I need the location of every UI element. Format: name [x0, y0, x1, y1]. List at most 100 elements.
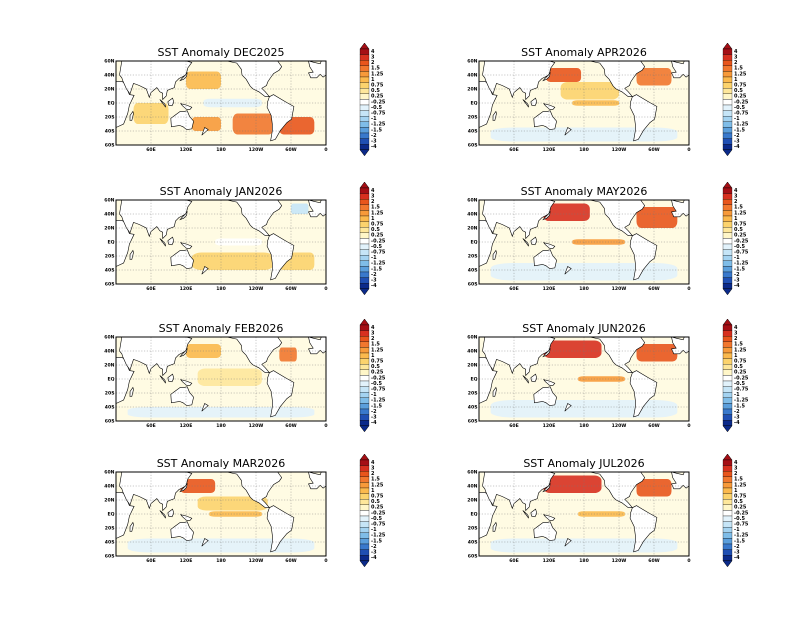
land-south-america	[266, 370, 295, 418]
land-japan	[542, 72, 551, 82]
map-frame	[115, 336, 327, 422]
panel-title: SST Anomaly JUN2026	[522, 322, 645, 335]
land-south-america	[629, 505, 658, 553]
land-new-guinea	[180, 242, 193, 249]
colorbar-label: 2	[371, 471, 375, 477]
anomaly-region-indian-ocean	[133, 103, 169, 124]
colorbar-label: -1.25	[734, 261, 749, 267]
land-europe	[308, 336, 327, 355]
panel-title: SST Anomaly FEB2026	[159, 322, 284, 335]
colorbar-label: 0.5	[734, 499, 743, 505]
x-tick-label: 120W	[612, 423, 627, 429]
colorbar-label: 0.5	[734, 88, 743, 94]
land-new-zealand	[564, 403, 572, 412]
colorbar-top-triangle	[359, 318, 370, 326]
anomaly-region-north-pacific	[543, 340, 602, 358]
land-africa	[115, 81, 135, 128]
colorbar-label: 0.25	[734, 505, 747, 511]
map-panel-apr2026: SST Anomaly APR2026 60N 40N 20N EQ 20S 40S 60S 6…	[467, 42, 749, 157]
colorbar-label: 4	[734, 49, 738, 55]
panel-title: SST Anomaly MAR2026	[157, 457, 286, 470]
colorbar-segment	[722, 549, 733, 556]
y-tick-label: 40N	[104, 484, 114, 490]
colorbar-label: -0.75	[371, 522, 386, 528]
y-tick-label: 40N	[467, 212, 477, 218]
colorbar-segment	[722, 71, 733, 78]
colorbar-label: 0.75	[371, 222, 384, 228]
colorbar-segment	[722, 476, 733, 483]
x-tick-label: 0	[324, 423, 327, 429]
x-tick-label: 60W	[648, 147, 659, 153]
colorbar-label: -1.5	[734, 403, 745, 409]
colorbar-segment	[722, 532, 733, 539]
x-tick-label: 120E	[543, 147, 556, 153]
colorbar-label: 1.5	[371, 205, 380, 211]
colorbar-segment	[359, 324, 370, 331]
y-tick-label: EQ	[470, 512, 477, 518]
x-tick-label: 60W	[285, 147, 296, 153]
colorbar-segment	[722, 555, 733, 561]
y-tick-label: 20N	[467, 498, 477, 504]
y-tick-label: 60N	[467, 470, 477, 476]
colorbar-label: 2	[734, 60, 738, 66]
colorbar-label: -1.5	[734, 266, 745, 272]
y-tick-label: 20N	[467, 226, 477, 232]
land-australia	[533, 521, 557, 541]
x-tick-label: 60W	[648, 286, 659, 292]
colorbar-segment	[722, 341, 733, 348]
colorbar-bottom-triangle	[722, 288, 733, 296]
land-madagascar	[129, 249, 134, 260]
land-new-zealand	[201, 403, 209, 412]
colorbar-segment	[359, 121, 370, 128]
colorbar-segment	[359, 375, 370, 382]
colorbar-segment	[359, 199, 370, 205]
land-borneo	[167, 373, 175, 383]
colorbar-segment	[359, 71, 370, 78]
colorbar-segment	[722, 471, 733, 477]
y-tick-label: 20N	[104, 498, 114, 504]
colorbar-segment	[359, 380, 370, 387]
colorbar-segment	[722, 104, 733, 111]
colorbar-label: -0.75	[734, 111, 749, 117]
land-borneo	[530, 373, 538, 383]
colorbar-label: 1.5	[371, 66, 380, 72]
colorbar-label: -2	[371, 272, 377, 278]
anomaly-region-north-atlantic	[636, 344, 678, 362]
colorbar-label: 4	[371, 325, 375, 331]
y-tick-label: 40S	[105, 268, 115, 274]
land-new-guinea	[180, 103, 193, 110]
land-borneo	[167, 97, 175, 107]
y-tick-label: 60N	[104, 59, 114, 65]
colorbar-segment	[722, 386, 733, 393]
colorbar-segment	[359, 510, 370, 517]
colorbar-bottom-triangle	[359, 288, 370, 296]
colorbar-segment	[722, 510, 733, 517]
y-tick-label: 20N	[467, 363, 477, 369]
land-africa	[115, 220, 135, 267]
colorbar-label: 1.25	[371, 71, 384, 77]
land-borneo	[167, 508, 175, 518]
y-tick-label: 20S	[468, 391, 478, 397]
colorbar-segment	[722, 204, 733, 211]
land-borneo	[530, 508, 538, 518]
colorbar-segment	[722, 420, 733, 426]
panel-title: SST Anomaly JUL2026	[523, 457, 644, 470]
x-tick-label: 0	[687, 423, 690, 429]
land-australia	[533, 249, 557, 269]
land-sumatra	[522, 238, 529, 247]
land-africa	[478, 356, 498, 404]
land-new-guinea	[543, 103, 556, 110]
colorbar-label: -4	[371, 144, 377, 150]
x-tick-label: 60E	[146, 147, 156, 153]
anomaly-region-northwest-pacific	[543, 203, 590, 221]
colorbar-top-triangle	[359, 453, 370, 461]
colorbar-label: -0.25	[734, 99, 749, 105]
land-madagascar	[492, 249, 497, 260]
x-tick-label: 120W	[249, 558, 264, 564]
colorbar-label: -2	[734, 409, 740, 415]
colorbar-top-triangle	[722, 181, 733, 189]
colorbar-label: 1.5	[371, 477, 380, 483]
map-panel-dec2025: SST Anomaly DEC2025 60N 40N 20N EQ 20S 40S 60S 6…	[104, 42, 386, 157]
colorbar-segment	[359, 504, 370, 511]
anomaly-region-southern-ocean	[490, 263, 678, 281]
